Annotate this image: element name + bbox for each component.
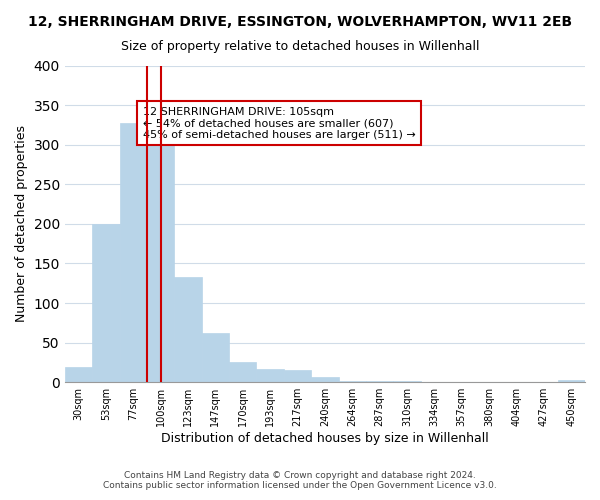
X-axis label: Distribution of detached houses by size in Willenhall: Distribution of detached houses by size …: [161, 432, 489, 445]
Bar: [338, 380, 366, 382]
Bar: [557, 380, 585, 382]
Text: 12, SHERRINGHAM DRIVE, ESSINGTON, WOLVERHAMPTON, WV11 2EB: 12, SHERRINGHAM DRIVE, ESSINGTON, WOLVER…: [28, 15, 572, 29]
Bar: [92, 224, 119, 382]
Bar: [175, 277, 202, 382]
Text: Size of property relative to detached houses in Willenhall: Size of property relative to detached ho…: [121, 40, 479, 53]
Bar: [256, 368, 284, 382]
Bar: [311, 376, 338, 382]
Bar: [284, 370, 311, 382]
Text: 12 SHERRINGHAM DRIVE: 105sqm
← 54% of detached houses are smaller (607)
45% of s: 12 SHERRINGHAM DRIVE: 105sqm ← 54% of de…: [143, 106, 416, 140]
Bar: [65, 367, 92, 382]
Text: Contains HM Land Registry data © Crown copyright and database right 2024.
Contai: Contains HM Land Registry data © Crown c…: [103, 470, 497, 490]
Bar: [202, 333, 229, 382]
Bar: [119, 124, 147, 382]
Y-axis label: Number of detached properties: Number of detached properties: [15, 126, 28, 322]
Bar: [229, 362, 256, 382]
Bar: [147, 121, 175, 382]
